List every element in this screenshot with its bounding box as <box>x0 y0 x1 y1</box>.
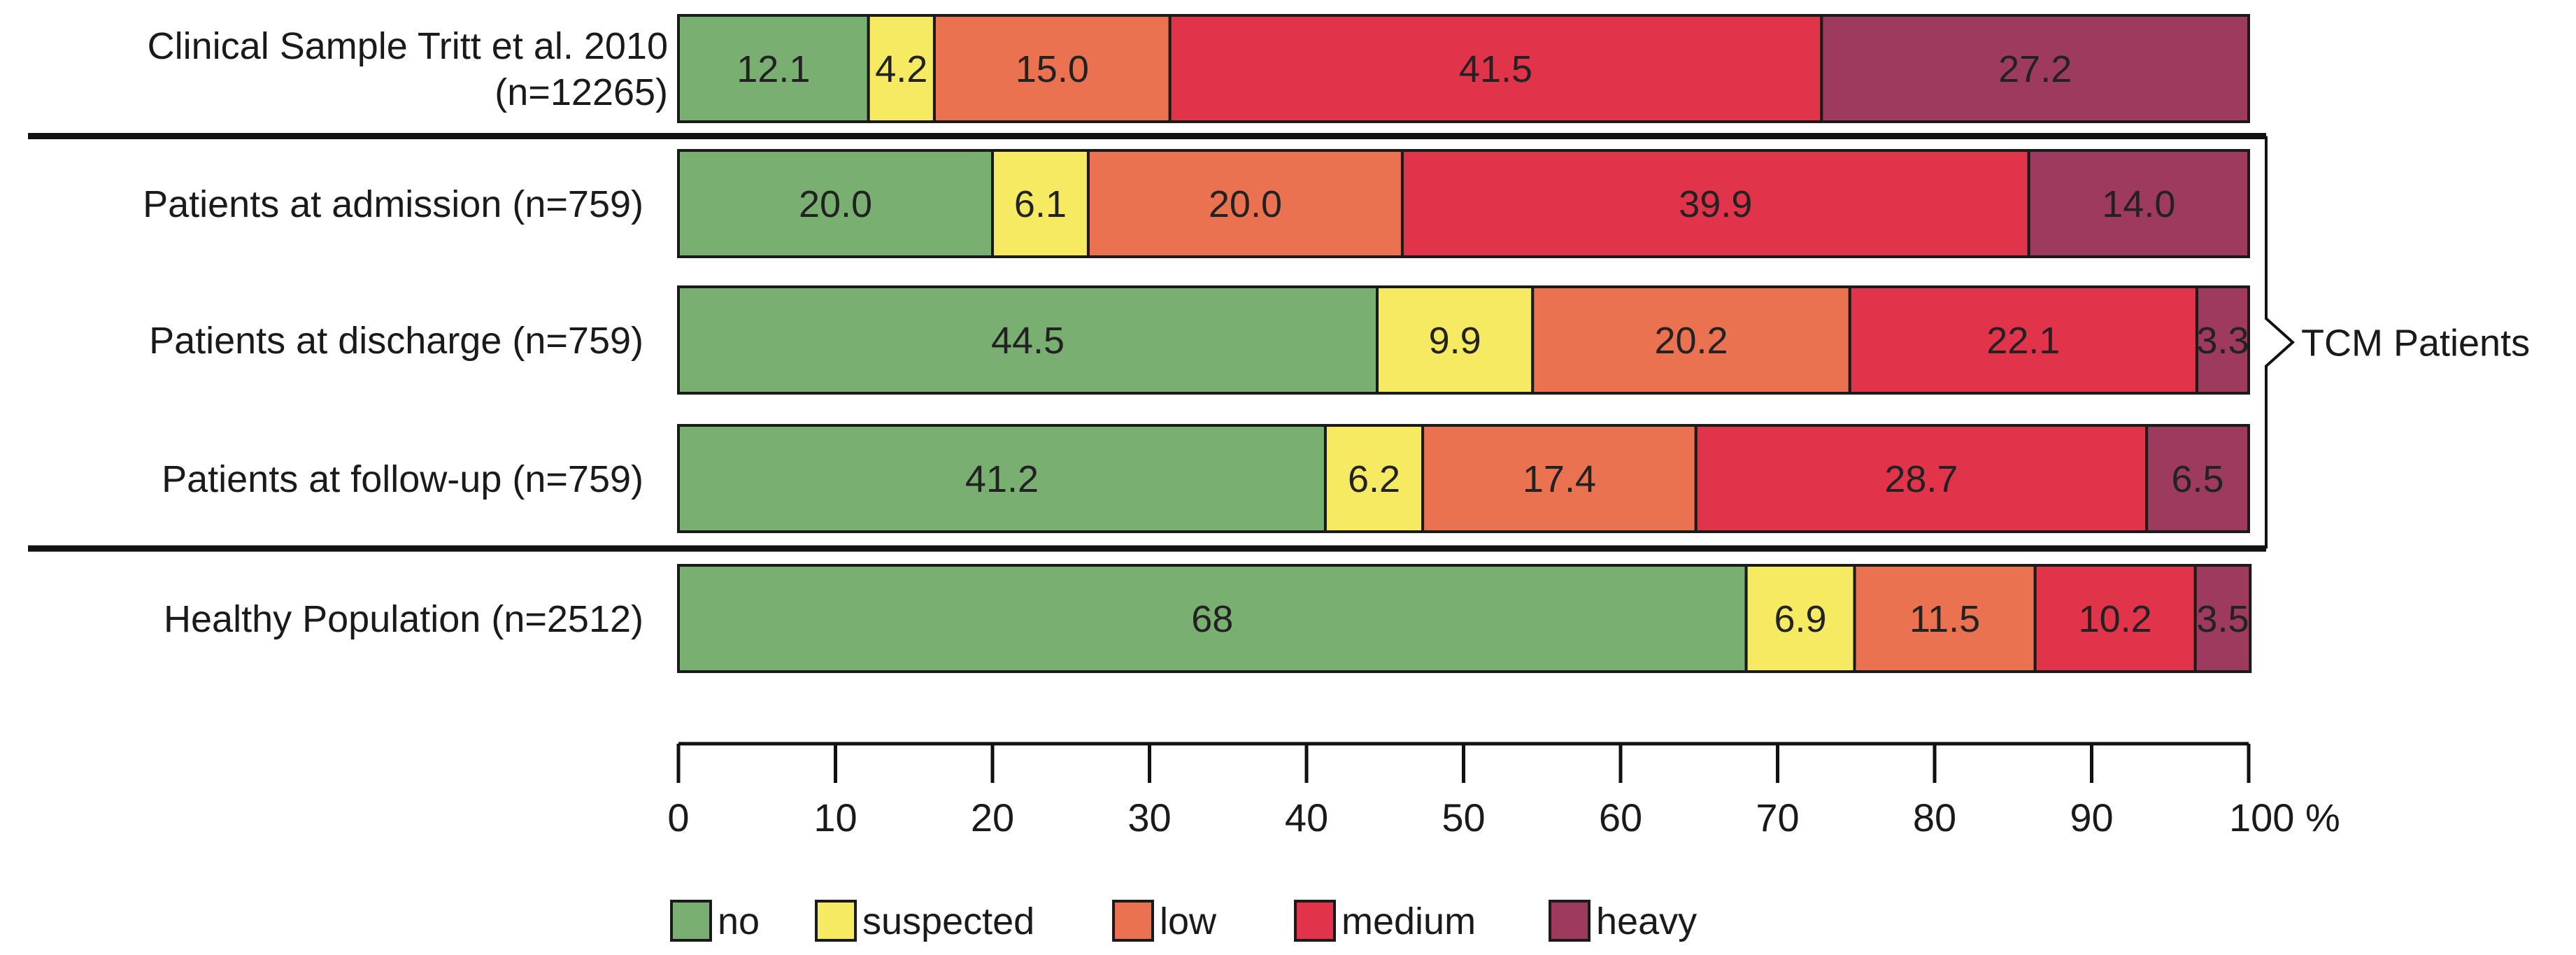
x-tick-label-5: 50 <box>1442 795 1485 840</box>
legend: no suspected low medium heavy <box>670 900 1697 942</box>
data-label-no-0: 12.1 <box>736 48 810 90</box>
bar-row-2: 44.5 9.9 20.2 22.1 3.3 <box>677 285 2251 395</box>
bar-low-3 <box>1421 424 1698 533</box>
bar-no-2 <box>677 285 1379 395</box>
legend-swatch-suspected <box>815 900 857 942</box>
data-label-heavy-0: 27.2 <box>1998 48 2072 90</box>
legend-label-heavy: heavy <box>1596 900 1697 942</box>
data-label-medium-4: 10.2 <box>2079 598 2152 640</box>
bar-heavy-2 <box>2195 285 2251 395</box>
bar-low-1 <box>1086 149 1404 258</box>
data-label-medium-2: 22.1 <box>1986 320 2060 362</box>
bar-row-4: 68 6.9 11.5 10.2 3.5 <box>677 564 2252 673</box>
x-tick-label-9: 90 <box>2070 795 2113 840</box>
category-label-2-0: Patients at discharge (n=759) <box>149 320 643 362</box>
bar-heavy-1 <box>2027 149 2250 258</box>
group-label-tcm-patients: TCM Patients <box>2301 322 2530 364</box>
bar-heavy-3 <box>2145 424 2250 533</box>
x-tick-label-2: 20 <box>971 795 1014 840</box>
x-tick-label-7: 70 <box>1756 795 1799 840</box>
data-label-medium-0: 41.5 <box>1459 48 1532 90</box>
data-label-medium-1: 39.9 <box>1679 183 1752 225</box>
category-label-4-0: Healthy Population (n=2512) <box>164 598 643 640</box>
legend-label-no: no <box>718 900 760 942</box>
data-label-heavy-2: 3.3 <box>2196 320 2249 362</box>
bar-suspected-1 <box>991 149 1090 258</box>
bar-heavy-0 <box>1820 14 2251 123</box>
data-label-suspected-1: 6.1 <box>1014 183 1067 225</box>
category-label-0-0: Clinical Sample Tritt et al. 2010 <box>148 25 668 67</box>
legend-item-suspected: suspected <box>815 900 1034 942</box>
legend-item-medium: medium <box>1294 900 1476 942</box>
data-label-low-3: 17.4 <box>1523 458 1596 500</box>
bar-heavy-4 <box>2193 564 2252 673</box>
x-tick-label-10: 100 % <box>2229 795 2340 840</box>
bar-medium-1 <box>1400 149 2030 258</box>
legend-label-medium: medium <box>1342 900 1476 942</box>
data-label-no-2: 44.5 <box>991 320 1065 362</box>
bar-low-4 <box>1853 564 2037 673</box>
bar-suspected-4 <box>1744 564 1856 673</box>
x-tick-label-1: 10 <box>813 795 857 840</box>
data-label-low-4: 11.5 <box>1909 598 1980 640</box>
x-tick-label-8: 80 <box>1913 795 1956 840</box>
data-label-suspected-2: 9.9 <box>1429 320 1481 362</box>
group-bracket <box>2265 136 2295 549</box>
data-label-heavy-3: 6.5 <box>2171 458 2223 500</box>
bar-no-1 <box>677 149 994 258</box>
bar-no-3 <box>677 424 1327 533</box>
legend-label-low: low <box>1160 900 1217 942</box>
bar-suspected-3 <box>1323 424 1425 533</box>
data-label-no-3: 41.2 <box>965 458 1039 500</box>
group-dividers <box>28 133 2266 552</box>
x-tick-label-0: 0 <box>667 795 689 840</box>
category-label-1-0: Patients at admission (n=759) <box>143 183 643 225</box>
legend-swatch-medium <box>1294 900 1336 942</box>
data-label-no-1: 20.0 <box>799 183 872 225</box>
legend-swatch-heavy <box>1549 900 1591 942</box>
data-label-medium-3: 28.7 <box>1884 458 1958 500</box>
legend-item-no: no <box>670 900 760 942</box>
category-label-3-0: Patients at follow-up (n=759) <box>162 458 643 500</box>
bar-medium-0 <box>1168 14 1823 123</box>
bar-medium-4 <box>2033 564 2197 673</box>
data-label-low-0: 15.0 <box>1016 48 1089 90</box>
legend-item-low: low <box>1112 900 1217 942</box>
x-tick-label-4: 40 <box>1285 795 1328 840</box>
legend-item-heavy: heavy <box>1549 900 1697 942</box>
bar-no-4 <box>677 564 1748 673</box>
x-tick-label-3: 30 <box>1127 795 1171 840</box>
bars-layer: 12.1 4.2 15.0 41.5 27.2 20.0 6.1 20.0 39.9 14.0 44… <box>677 14 2252 673</box>
bar-row-0: 12.1 4.2 15.0 41.5 27.2 <box>677 14 2251 123</box>
bar-low-2 <box>1531 285 1851 395</box>
legend-label-suspected: suspected <box>862 900 1034 942</box>
bar-medium-2 <box>1848 285 2198 395</box>
data-label-suspected-3: 6.2 <box>1348 458 1400 500</box>
data-label-low-2: 20.2 <box>1654 320 1728 362</box>
category-labels-layer: Clinical Sample Tritt et al. 2010(n=1226… <box>143 25 668 640</box>
legend-swatch-no <box>670 900 712 942</box>
legend-swatch-low <box>1112 900 1154 942</box>
category-label-0-1: (n=12265) <box>494 71 668 113</box>
data-label-heavy-1: 14.0 <box>2102 183 2175 225</box>
bar-suspected-2 <box>1376 285 1535 395</box>
data-label-suspected-4: 6.9 <box>1774 598 1827 640</box>
bar-low-0 <box>932 14 1172 123</box>
data-label-no-4: 68 <box>1191 598 1233 640</box>
bar-row-1: 20.0 6.1 20.0 39.9 14.0 <box>677 149 2250 258</box>
data-label-low-1: 20.0 <box>1209 183 1282 225</box>
data-label-suspected-0: 4.2 <box>875 48 927 90</box>
bar-no-0 <box>677 14 870 123</box>
group-bracket-layer: TCM Patients <box>2265 136 2530 549</box>
bar-row-3: 41.2 6.2 17.4 28.7 6.5 <box>677 424 2250 533</box>
x-tick-label-6: 60 <box>1599 795 1642 840</box>
data-label-heavy-4: 3.5 <box>2196 598 2249 640</box>
x-axis: 0 10 20 30 40 50 60 70 80 90 100 % <box>667 742 2340 840</box>
